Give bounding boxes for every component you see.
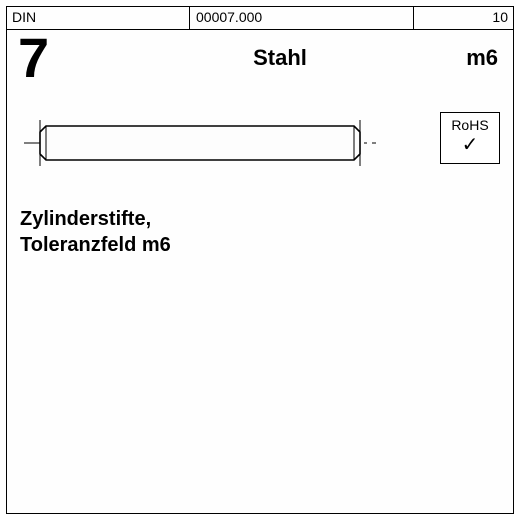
pin-svg: [20, 108, 380, 178]
pin-body: [40, 126, 360, 160]
rohs-box: RoHS ✓: [440, 112, 500, 164]
header-row: DIN 00007.000 10: [6, 6, 514, 30]
standard-number: 7: [6, 30, 190, 86]
header-code: 00007.000: [190, 6, 414, 29]
material-label: Stahl: [190, 45, 370, 71]
caption: Zylinderstifte, Toleranzfeld m6: [20, 206, 171, 258]
caption-line1: Zylinderstifte,: [20, 206, 171, 232]
pin-drawing: [20, 108, 380, 178]
caption-line2: Toleranzfeld m6: [20, 232, 171, 258]
rohs-label: RoHS: [441, 117, 499, 133]
tolerance-label: m6: [370, 45, 514, 71]
title-row: 7 Stahl m6: [6, 30, 514, 86]
rohs-check-icon: ✓: [441, 135, 499, 155]
header-rev: 10: [414, 6, 514, 29]
